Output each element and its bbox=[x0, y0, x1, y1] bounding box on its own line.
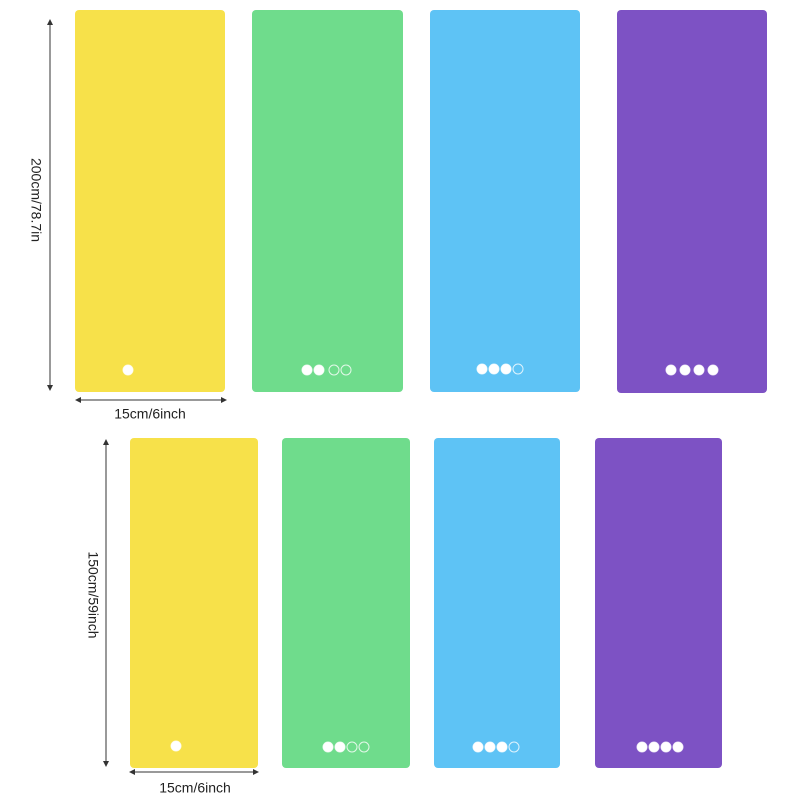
resistance-dot bbox=[508, 741, 520, 753]
resistance-dot bbox=[500, 363, 512, 375]
resistance-dot bbox=[484, 741, 496, 753]
resistance-dot bbox=[472, 741, 484, 753]
resistance-dot bbox=[322, 741, 334, 753]
band-purple-short bbox=[595, 438, 722, 768]
band-yellow-long bbox=[75, 10, 225, 392]
band-blue-short bbox=[434, 438, 560, 768]
resistance-dot bbox=[476, 363, 488, 375]
resistance-dot bbox=[679, 364, 691, 376]
band-purple-long bbox=[617, 10, 767, 393]
resistance-dot bbox=[170, 740, 182, 752]
resistance-dot bbox=[648, 741, 660, 753]
band-yellow-short bbox=[130, 438, 258, 768]
resistance-dot bbox=[707, 364, 719, 376]
band-green-long bbox=[252, 10, 403, 392]
resistance-dot bbox=[346, 741, 358, 753]
band-green-short bbox=[282, 438, 410, 768]
resistance-dot bbox=[665, 364, 677, 376]
resistance-dot bbox=[340, 364, 352, 376]
width-label: 15cm/6inch bbox=[159, 780, 231, 796]
length-label: 200cm/78.7in bbox=[28, 158, 44, 242]
resistance-dot bbox=[334, 741, 346, 753]
resistance-dot bbox=[660, 741, 672, 753]
resistance-dot bbox=[693, 364, 705, 376]
length-label: 150cm/59inch bbox=[85, 551, 101, 638]
resistance-dot bbox=[313, 364, 325, 376]
resistance-dot bbox=[122, 364, 134, 376]
resistance-dot bbox=[328, 364, 340, 376]
resistance-dot bbox=[636, 741, 648, 753]
resistance-dot bbox=[512, 363, 524, 375]
width-label: 15cm/6inch bbox=[114, 406, 186, 422]
resistance-dot bbox=[496, 741, 508, 753]
resistance-dot bbox=[301, 364, 313, 376]
resistance-dot bbox=[488, 363, 500, 375]
band-blue-long bbox=[430, 10, 580, 392]
resistance-dot bbox=[358, 741, 370, 753]
resistance-dot bbox=[672, 741, 684, 753]
